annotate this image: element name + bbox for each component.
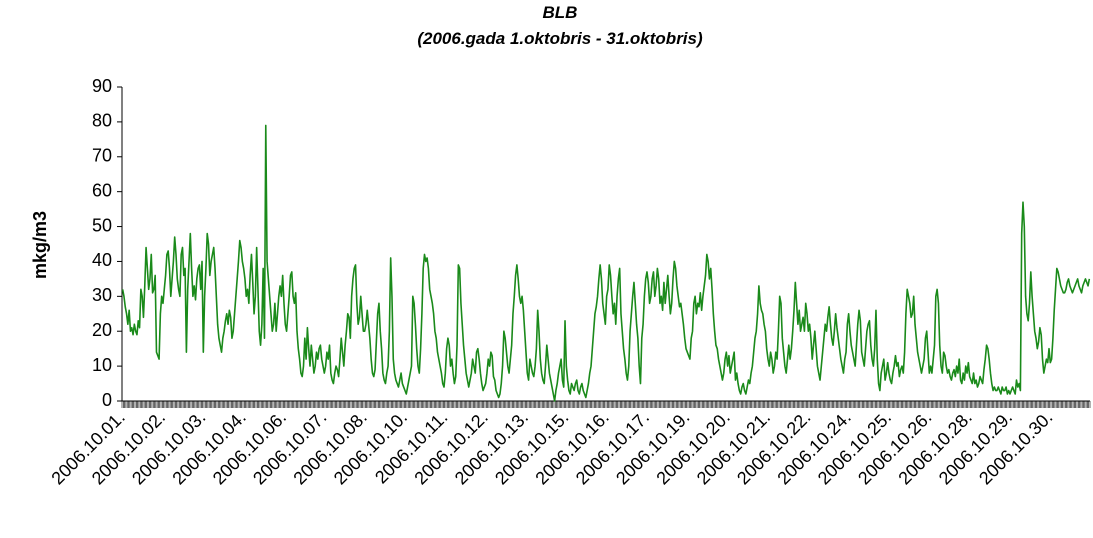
y-tick-label: 50	[92, 215, 112, 235]
y-tick-label: 0	[102, 390, 112, 410]
y-tick-label: 20	[92, 320, 112, 340]
y-axis-label: mkg/m3	[30, 211, 50, 279]
chart-title: BLB	[543, 3, 578, 22]
y-tick-label: 40	[92, 250, 112, 270]
y-tick-label: 90	[92, 76, 112, 96]
chart-subtitle: (2006.gada 1.oktobris - 31.oktobris)	[417, 29, 703, 48]
y-tick-label: 60	[92, 180, 112, 200]
y-tick-label: 80	[92, 111, 112, 131]
x-ticks	[121, 401, 1091, 408]
data-line	[121, 124, 1091, 402]
y-tick-label: 30	[92, 285, 112, 305]
y-tick-label: 70	[92, 146, 112, 166]
y-tick-label: 10	[92, 355, 112, 375]
